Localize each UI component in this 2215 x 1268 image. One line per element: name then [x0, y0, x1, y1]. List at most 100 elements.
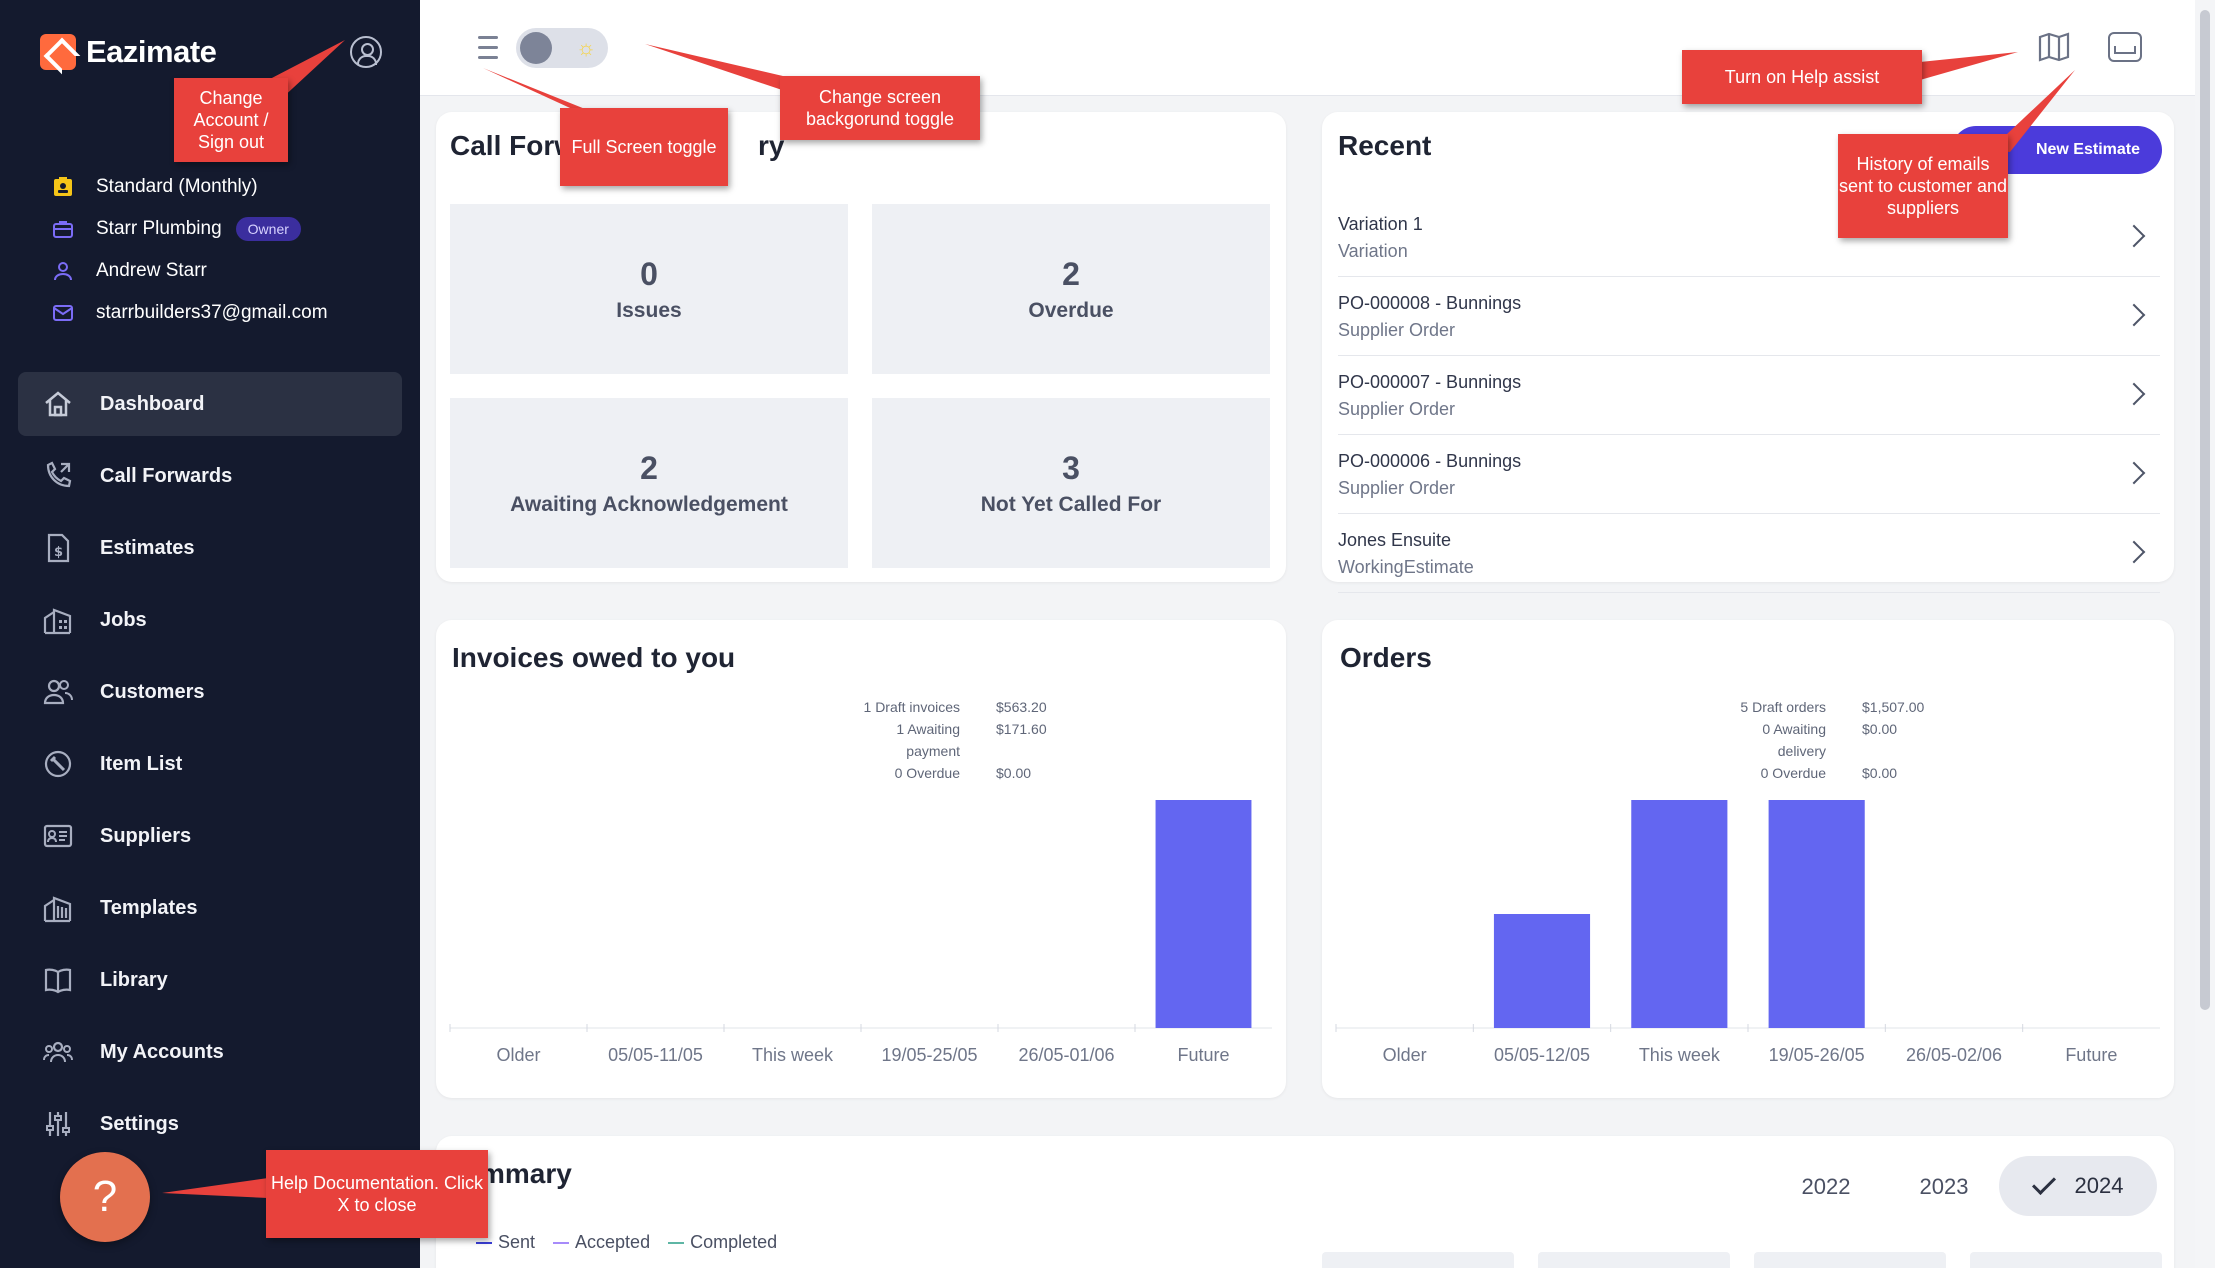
nav-my-accounts[interactable]: My Accounts	[18, 1020, 402, 1084]
nav-call-forwards[interactable]: Call Forwards	[18, 444, 402, 508]
background-toggle[interactable]: ☼	[516, 28, 608, 68]
sun-icon: ☼	[576, 35, 597, 60]
briefcase-icon	[50, 216, 76, 242]
year-tab-2024[interactable]: 2024	[1999, 1156, 2157, 1216]
x-tick-label: This week	[1639, 1045, 1721, 1065]
invoices-legend: 1 Draft invoices $563.20 1 Awaiting payme…	[856, 696, 1086, 784]
help-button[interactable]: ?	[60, 1152, 150, 1242]
x-tick-label: Future	[1177, 1045, 1229, 1065]
list-item[interactable]: Variation 1 Variation	[1338, 198, 2160, 277]
summary-stat-stub	[1538, 1252, 1730, 1268]
nav-suppliers[interactable]: Suppliers	[18, 804, 402, 868]
stat-label: Issues	[616, 298, 682, 322]
nav-templates[interactable]: Templates	[18, 876, 402, 940]
legend-label: Accepted	[575, 1232, 651, 1252]
summary-stat-stub	[1754, 1252, 1946, 1268]
invoices-card: Invoices owed to you 1 Draft invoices $56…	[436, 620, 1286, 1098]
x-tick-label: 26/05-01/06	[1018, 1045, 1114, 1065]
user-icon	[50, 258, 76, 284]
orders-legend: 5 Draft orders $1,507.00 0 Awaiting deliv…	[1722, 696, 1952, 784]
list-menu-icon[interactable]	[470, 36, 498, 60]
callout-help-assist: Turn on Help assist	[1682, 50, 1922, 104]
list-item[interactable]: PO-000008 - Bunnings Supplier Order	[1338, 277, 2160, 356]
building-icon	[40, 602, 76, 638]
legend-value: $0.00	[1862, 721, 1898, 737]
stat-value: 2	[1062, 255, 1080, 292]
bar-3[interactable]	[1768, 800, 1865, 1028]
recent-card: Recent New Estimate Variation 1 Variatio…	[1322, 112, 2174, 593]
estimate-document-icon: $	[40, 530, 76, 566]
item-name: Jones Ensuite	[1338, 530, 1452, 550]
list-item[interactable]: PO-000007 - Bunnings Supplier Order	[1338, 356, 2160, 435]
book-icon	[40, 962, 76, 998]
year-tab-2022[interactable]: 2022	[1801, 1174, 1851, 1199]
user-email: starrbuilders37@gmail.com	[96, 302, 328, 323]
x-tick-label: 19/05-26/05	[1769, 1045, 1865, 1065]
item-type: Supplier Order	[1338, 320, 1456, 340]
map-icon[interactable]	[2038, 32, 2070, 62]
mail-icon	[50, 300, 76, 326]
bar-5[interactable]	[1155, 800, 1252, 1028]
list-item[interactable]: PO-000006 - Bunnings Supplier Order	[1338, 435, 2160, 514]
x-tick-label: 19/05-25/05	[881, 1045, 977, 1065]
nav-label: Library	[100, 968, 168, 991]
main-nav: Dashboard Call Forwards $ Estimates Jobs…	[18, 372, 402, 1164]
x-tick-label: Older	[496, 1045, 540, 1065]
item-list-icon	[40, 746, 76, 782]
app-logo[interactable]: Eazimate	[40, 34, 217, 70]
nav-item-list[interactable]: Item List	[18, 732, 402, 796]
list-item[interactable]: Jones Ensuite WorkingEstimate	[1338, 514, 2160, 593]
sent-swatch	[476, 1241, 492, 1244]
stat-issues[interactable]: 0 Issues	[450, 204, 848, 374]
callout-account: Change Account / Sign out	[174, 78, 288, 162]
scroll-thumb[interactable]	[2200, 10, 2210, 1010]
nav-jobs[interactable]: Jobs	[18, 588, 402, 652]
logo-icon	[40, 34, 76, 70]
plan-row: Standard (Monthly)	[50, 166, 328, 208]
legend-completed: Completed	[668, 1232, 777, 1253]
legend-value: $1,507.00	[1862, 699, 1925, 715]
phone-forward-icon	[40, 458, 76, 494]
item-type: WorkingEstimate	[1338, 557, 1474, 577]
nav-library[interactable]: Library	[18, 948, 402, 1012]
legend-value: $563.20	[996, 699, 1047, 715]
orders-chart: Older 05/05-12/05 This week 19/05-26/05 26/0…	[1335, 800, 2160, 1065]
bar-1[interactable]	[1493, 914, 1591, 1028]
business-name: Starr Plumbing	[96, 218, 222, 239]
x-tick-label: 05/05-11/05	[608, 1045, 703, 1065]
recent-title: Recent	[1338, 130, 1432, 161]
legend-sent: Sent	[476, 1232, 535, 1253]
item-name: PO-000008 - Bunnings	[1338, 293, 1522, 313]
item-type: Variation	[1338, 241, 1408, 261]
role-badge: Owner	[235, 217, 301, 241]
nav-label: Templates	[100, 896, 198, 919]
stat-overdue[interactable]: 2 Overdue	[872, 204, 1270, 374]
year-label: 2024	[2074, 1173, 2124, 1198]
inbox-icon[interactable]	[2108, 32, 2142, 62]
stat-value: 2	[640, 449, 658, 486]
top-bar: ☼	[420, 0, 2195, 96]
account-icon[interactable]	[350, 36, 382, 68]
stat-awaiting-acknowledgement[interactable]: 2 Awaiting Acknowledgement	[450, 398, 848, 568]
nav-label: Customers	[100, 680, 205, 703]
nav-customers[interactable]: Customers	[18, 660, 402, 724]
sliders-icon	[40, 1106, 76, 1142]
nav-settings[interactable]: Settings	[18, 1092, 402, 1156]
x-tick-label: 26/05-02/06	[1906, 1045, 2002, 1065]
stat-not-yet-called-for[interactable]: 3 Not Yet Called For	[872, 398, 1270, 568]
legend-accepted: Accepted	[553, 1232, 650, 1253]
user-name: Andrew Starr	[96, 260, 207, 281]
x-tick-label: Older	[1383, 1045, 1427, 1065]
plan-label: Standard (Monthly)	[96, 176, 258, 197]
accounts-group-icon	[40, 1034, 76, 1070]
id-badge-icon	[50, 174, 76, 200]
bar-2[interactable]	[1631, 800, 1728, 1028]
scrollbar[interactable]	[2195, 0, 2215, 1268]
nav-estimates[interactable]: $ Estimates	[18, 516, 402, 580]
orders-card: Orders 5 Draft orders $1,507.00 0 Awaitin…	[1322, 620, 2174, 1098]
nav-dashboard[interactable]: Dashboard	[18, 372, 402, 436]
check-icon	[2031, 1170, 2056, 1196]
account-info: Standard (Monthly) Starr Plumbing Owner …	[50, 166, 328, 334]
call-forwards-card: Call Forw ry 0 Issues 2 Overdue 2 Awaitin…	[436, 112, 1286, 582]
year-tab-2023[interactable]: 2023	[1919, 1174, 1969, 1199]
